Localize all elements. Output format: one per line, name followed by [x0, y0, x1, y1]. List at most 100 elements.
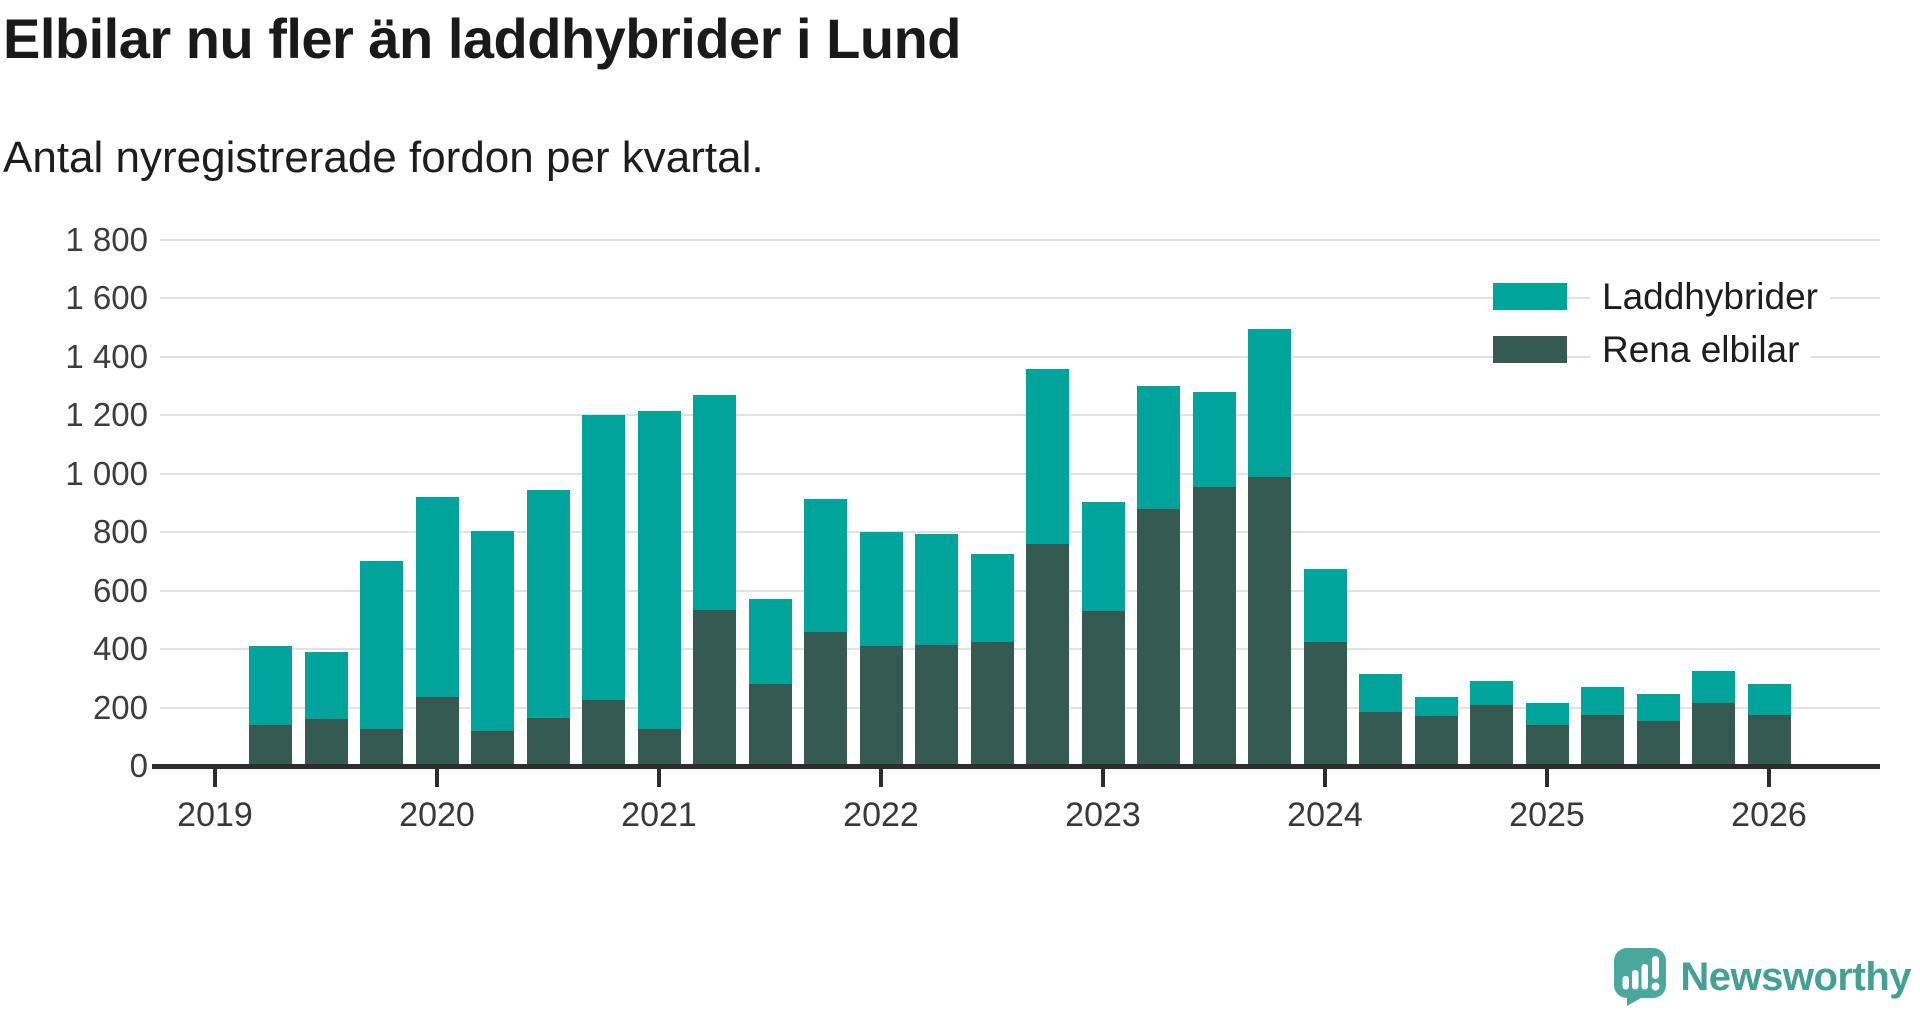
x-tick-2022: [879, 769, 883, 787]
x-tick-2021: [657, 769, 661, 787]
bar-2021-q1: [637, 410, 681, 766]
bar-segment-laddhybrider-2023-q1: [1081, 501, 1125, 612]
bar-2019-q4: [360, 561, 403, 766]
bar-2021-q3: [748, 599, 792, 766]
bar-segment-rena-elbilar-2023-q4: [1248, 476, 1291, 766]
y-tick-label-1600: 1 600: [65, 279, 148, 317]
y-tick-label-1800: 1 800: [65, 221, 148, 258]
legend-item-laddhybrider: Laddhybrider: [1493, 270, 1830, 323]
bar-segment-laddhybrider-2026-q1: [1747, 684, 1791, 715]
bar-segment-rena-elbilar-2020-q3: [526, 717, 570, 766]
bar-segment-rena-elbilar-2020-q1: [415, 697, 459, 766]
bar-2019-q3: [304, 652, 348, 766]
bar-2021-q4: [804, 498, 847, 766]
bar-2022-q2: [915, 533, 958, 766]
bar-segment-laddhybrider-2022-q1: [859, 532, 903, 647]
y-tick-label-600: 600: [92, 571, 148, 609]
x-tick-label-2022: 2022: [843, 796, 919, 834]
bar-2023-q3: [1192, 391, 1236, 766]
y-tick-label-1400: 1 400: [65, 337, 148, 375]
brand-name: Newsworthy: [1680, 954, 1911, 999]
gridline-1600: [160, 297, 1880, 300]
x-tick-label-2024: 2024: [1287, 796, 1363, 834]
speech-bubble-bar-chart-icon: [1614, 948, 1667, 1006]
bar-segment-rena-elbilar-2022-q1: [859, 646, 903, 766]
bar-segment-laddhybrider-2020-q3: [526, 489, 570, 718]
bar-segment-rena-elbilar-2021-q2: [693, 609, 736, 766]
x-tick-label-2023: 2023: [1065, 796, 1141, 834]
newsworthy-logo: Newsworthy: [1614, 948, 1911, 1006]
bar-2023-q1: [1081, 501, 1125, 766]
bar-segment-rena-elbilar-2025-q2: [1581, 714, 1624, 766]
bar-2022-q4: [1026, 368, 1069, 766]
gridline-600: [160, 589, 1880, 592]
x-tick-label-2020: 2020: [399, 796, 475, 834]
legend-label-rena-elbilar: Rena elbilar: [1590, 326, 1812, 373]
bar-segment-laddhybrider-2019-q4: [360, 561, 403, 730]
bar-segment-rena-elbilar-2025-q1: [1525, 725, 1569, 766]
bar-segment-laddhybrider-2021-q4: [804, 498, 847, 632]
bar-segment-laddhybrider-2022-q3: [970, 554, 1014, 642]
bar-segment-rena-elbilar-2019-q4: [360, 729, 403, 766]
gridline-200: [160, 706, 1880, 709]
bar-segment-laddhybrider-2022-q2: [915, 533, 958, 645]
bar-segment-rena-elbilar-2020-q4: [582, 700, 625, 766]
bar-segment-rena-elbilar-2022-q3: [970, 641, 1014, 766]
bar-2025-q3: [1636, 694, 1680, 766]
gridline-1000: [160, 472, 1880, 475]
x-tick-label-2019: 2019: [177, 796, 253, 834]
legend-swatch-rena-elbilar: [1493, 336, 1567, 363]
legend-swatch-laddhybrider: [1493, 283, 1567, 310]
bar-segment-rena-elbilar-2022-q2: [915, 644, 958, 766]
x-tick-label-2025: 2025: [1509, 796, 1585, 834]
gridline-800: [160, 531, 1880, 534]
bar-segment-laddhybrider-2021-q3: [748, 599, 792, 685]
bar-segment-rena-elbilar-2022-q4: [1026, 543, 1069, 766]
bar-segment-rena-elbilar-2024-q3: [1414, 716, 1458, 766]
y-tick-label-400: 400: [92, 630, 148, 668]
bar-segment-laddhybrider-2025-q1: [1525, 703, 1569, 726]
bar-segment-rena-elbilar-2021-q3: [748, 684, 792, 766]
bar-segment-rena-elbilar-2023-q1: [1081, 611, 1125, 766]
bar-segment-laddhybrider-2025-q2: [1581, 687, 1624, 715]
y-tick-label-800: 800: [92, 513, 148, 551]
bar-segment-laddhybrider-2023-q4: [1248, 329, 1291, 477]
gridline-1400: [160, 355, 1880, 358]
bar-segment-rena-elbilar-2024-q2: [1359, 711, 1402, 766]
bar-segment-rena-elbilar-2025-q4: [1692, 703, 1735, 766]
chart-title: Elbilar nu fler än laddhybrider i Lund: [3, 7, 962, 70]
bar-segment-laddhybrider-2020-q4: [582, 415, 625, 701]
bar-2026-q1: [1747, 684, 1791, 766]
bar-2021-q2: [693, 394, 736, 766]
bar-segment-laddhybrider-2021-q2: [693, 394, 736, 610]
x-tick-2026: [1767, 769, 1771, 787]
bar-segment-rena-elbilar-2025-q3: [1636, 720, 1680, 766]
bar-2023-q2: [1137, 386, 1180, 766]
bar-2023-q4: [1248, 329, 1291, 766]
gridline-1800: [160, 239, 1880, 241]
gridline-400: [160, 648, 1880, 651]
bar-2025-q2: [1581, 687, 1624, 766]
bar-2024-q3: [1414, 697, 1458, 766]
gridline-1200: [160, 414, 1880, 417]
x-tick-2019: [213, 769, 217, 787]
y-tick-label-200: 200: [92, 688, 148, 726]
bar-segment-laddhybrider-2025-q3: [1636, 694, 1680, 721]
bar-segment-laddhybrider-2024-q2: [1359, 673, 1402, 712]
bar-2019-q2: [249, 646, 292, 766]
bar-segment-laddhybrider-2024-q1: [1303, 568, 1347, 642]
x-tick-2024: [1323, 769, 1327, 787]
bar-2020-q2: [471, 530, 514, 766]
bar-segment-laddhybrider-2019-q2: [249, 646, 292, 726]
x-tick-2020: [435, 769, 439, 787]
x-tick-2025: [1545, 769, 1549, 787]
y-tick-label-1200: 1 200: [65, 396, 148, 434]
bar-segment-rena-elbilar-2020-q2: [471, 730, 514, 766]
bar-segment-laddhybrider-2021-q1: [637, 410, 681, 730]
x-tick-2023: [1101, 769, 1105, 787]
bar-segment-laddhybrider-2023-q2: [1137, 386, 1180, 509]
bar-2024-q2: [1359, 673, 1402, 766]
bar-segment-laddhybrider-2023-q3: [1192, 391, 1236, 487]
legend-label-laddhybrider: Laddhybrider: [1590, 273, 1830, 320]
